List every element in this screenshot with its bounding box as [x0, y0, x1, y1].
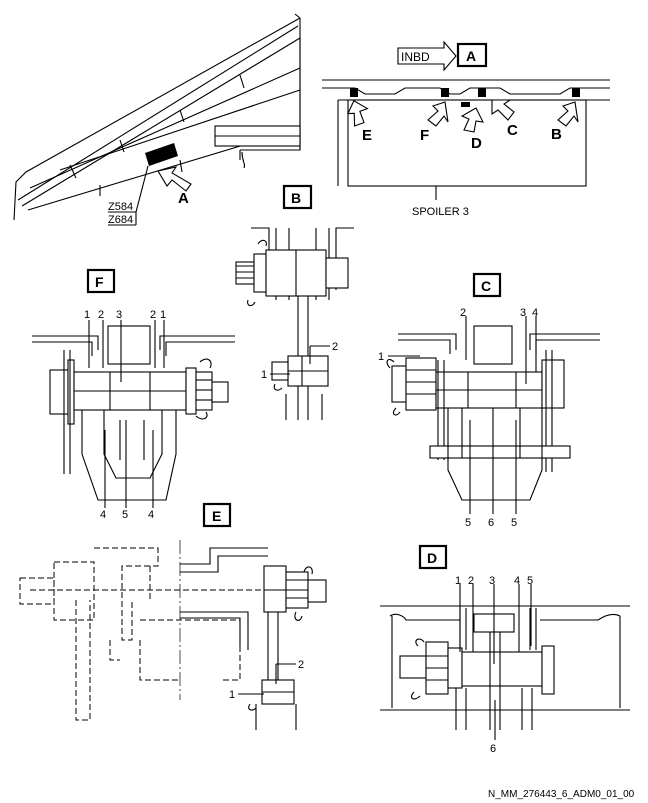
view-b: B 2 1 — [235, 184, 354, 420]
view-d-callout-5: 5 — [527, 575, 533, 587]
view-a: INBD A E F D C B SPOILER 3 — [322, 40, 610, 218]
inbd-arrow-icon — [397, 40, 457, 72]
view-e: E 2 1 — [19, 502, 327, 730]
view-d-callout-2: 2 — [468, 575, 474, 587]
view-a-title-box — [456, 42, 488, 68]
view-c-callout-2: 2 — [460, 307, 466, 319]
view-e-callout-2: 2 — [298, 659, 304, 671]
view-c-callout-6: 6 — [488, 517, 494, 529]
view-c-title: C — [481, 278, 491, 294]
view-b-callout-2: 2 — [332, 341, 338, 353]
view-a-arrow-f: F — [420, 127, 429, 144]
view-f-callout-3: 3 — [116, 309, 122, 321]
view-c-callout-1: 1 — [378, 351, 384, 363]
view-a-arrow-d: D — [471, 135, 482, 152]
figure-reference: N_MM_276443_6_ADM0_01_00 — [488, 789, 635, 800]
view-f: F 1 2 3 2 1 4 5 4 — [32, 268, 235, 521]
view-f-callout-4b: 4 — [148, 509, 154, 521]
view-c-callout-3: 3 — [520, 307, 526, 319]
view-f-callout-1a: 1 — [84, 309, 90, 321]
view-f-title-box — [86, 268, 116, 294]
view-b-title: B — [291, 190, 301, 206]
wing-overview: Z584 Z684 A — [13, 13, 301, 226]
view-a-title: A — [466, 48, 476, 64]
view-d-callout-1: 1 — [455, 575, 461, 587]
view-d: D 1 2 3 4 5 6 — [380, 544, 630, 755]
view-d-title: D — [427, 550, 437, 566]
view-c-callout-5b: 5 — [511, 517, 517, 529]
view-c: C 2 3 4 1 5 6 5 — [378, 272, 600, 529]
view-a-arrow-e: E — [362, 127, 372, 144]
view-f-callout-2a: 2 — [98, 309, 104, 321]
view-d-callout-6: 6 — [490, 743, 496, 755]
view-a-arrow-b: B — [551, 126, 562, 143]
view-b-callout-1: 1 — [261, 369, 267, 381]
spoiler-label: SPOILER 3 — [412, 206, 469, 218]
zone-lower-label: Z684 — [108, 214, 133, 226]
view-e-callout-1: 1 — [229, 689, 235, 701]
view-d-callout-4: 4 — [514, 575, 520, 587]
view-e-title-box — [202, 502, 232, 528]
view-f-callout-4a: 4 — [100, 509, 106, 521]
view-c-callout-4: 4 — [532, 307, 538, 319]
zone-upper-label: Z584 — [108, 201, 133, 213]
view-a-arrow-c: C — [507, 122, 518, 139]
view-f-callout-1b: 1 — [160, 309, 166, 321]
view-b-title-box — [282, 184, 313, 210]
view-a-arrow-label: A — [178, 190, 189, 207]
view-a-arrow-icon — [157, 166, 192, 192]
view-e-title: E — [212, 508, 221, 524]
view-f-title: F — [95, 274, 104, 290]
view-d-title-box — [418, 544, 448, 570]
view-c-callout-5a: 5 — [465, 517, 471, 529]
view-f-callout-5: 5 — [122, 509, 128, 521]
inbd-label: INBD — [401, 50, 430, 64]
view-c-title-box — [472, 272, 502, 298]
view-f-callout-2b: 2 — [150, 309, 156, 321]
view-d-callout-3: 3 — [489, 575, 495, 587]
